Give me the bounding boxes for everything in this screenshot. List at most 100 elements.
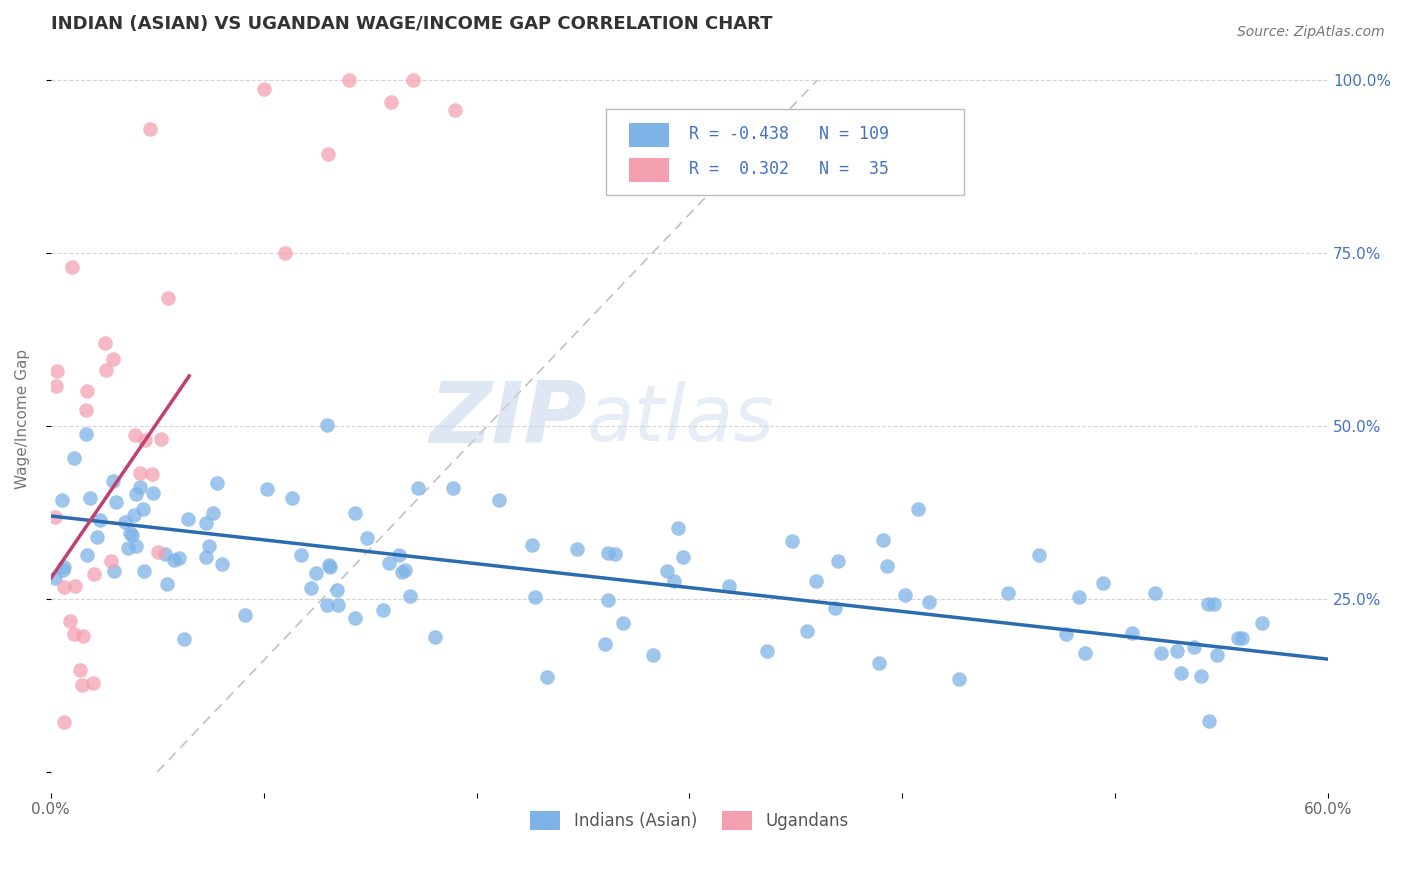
Point [318, 558, 340, 572]
FancyBboxPatch shape [606, 109, 965, 195]
Point [666, 521, 689, 535]
Point [63, 626, 86, 640]
Point [46, 364, 69, 378]
Point [1150, 646, 1173, 660]
Point [211, 557, 233, 571]
Point [82, 676, 104, 690]
Point [148, 544, 170, 558]
Point [121, 527, 143, 541]
Point [128, 466, 150, 480]
Point [316, 598, 339, 612]
Point [876, 558, 898, 573]
Legend: Indians (Asian), Ugandans: Indians (Asian), Ugandans [523, 804, 855, 837]
Point [131, 502, 153, 516]
Point [391, 566, 413, 580]
Point [643, 648, 665, 663]
Point [299, 582, 322, 596]
Text: atlas: atlas [588, 381, 775, 458]
Point [52, 560, 75, 574]
Point [142, 486, 165, 500]
Point [1166, 643, 1188, 657]
Point [150, 432, 173, 446]
Point [1251, 616, 1274, 631]
Point [114, 515, 136, 529]
Point [72, 629, 94, 643]
Point [69, 663, 91, 677]
Point [523, 590, 546, 604]
Point [173, 632, 195, 646]
Point [425, 630, 447, 644]
Point [343, 611, 366, 625]
Point [378, 556, 401, 570]
Point [177, 512, 200, 526]
Point [60, 260, 83, 274]
Point [918, 595, 941, 609]
Point [153, 547, 176, 561]
Point [51, 493, 73, 508]
Text: ZIP: ZIP [430, 377, 588, 460]
Point [657, 564, 679, 578]
Point [139, 121, 162, 136]
Point [207, 475, 229, 490]
Point [1170, 665, 1192, 680]
Point [44, 571, 66, 585]
Point [194, 516, 217, 531]
Point [86, 530, 108, 544]
Point [101, 352, 124, 367]
Point [326, 583, 349, 598]
Point [76, 548, 98, 562]
Point [488, 493, 510, 508]
Point [129, 480, 152, 494]
Point [603, 547, 626, 561]
Point [155, 576, 177, 591]
Point [1073, 646, 1095, 660]
Point [117, 541, 139, 556]
Point [100, 554, 122, 568]
Point [233, 608, 256, 623]
Point [316, 146, 339, 161]
Point [824, 601, 846, 615]
Point [1206, 648, 1229, 662]
Y-axis label: Wage/Income Gap: Wage/Income Gap [15, 349, 30, 489]
Point [96, 363, 118, 377]
Point [756, 644, 779, 658]
Point [125, 540, 148, 554]
Point [596, 593, 619, 607]
Bar [630, 158, 669, 182]
Point [1232, 631, 1254, 645]
Point [804, 574, 827, 588]
Point [76, 403, 98, 417]
Point [104, 494, 127, 508]
Text: R =  0.302   N =  35: R = 0.302 N = 35 [689, 160, 889, 178]
Point [796, 624, 818, 638]
Point [75, 427, 97, 442]
Point [45, 379, 67, 393]
Point [399, 589, 422, 603]
Point [124, 428, 146, 442]
Point [1121, 626, 1143, 640]
Point [65, 579, 87, 593]
Point [1226, 632, 1249, 646]
Point [782, 534, 804, 549]
Point [1054, 627, 1077, 641]
Point [598, 546, 620, 560]
Point [83, 567, 105, 582]
Point [672, 549, 695, 564]
Point [1189, 669, 1212, 683]
Point [62, 450, 84, 465]
Point [70, 678, 93, 692]
Point [894, 588, 917, 602]
Point [280, 491, 302, 506]
Point [141, 467, 163, 481]
Point [52, 580, 75, 594]
Point [328, 598, 350, 612]
Point [441, 481, 464, 495]
Point [868, 656, 890, 670]
Point [290, 548, 312, 562]
Point [319, 560, 342, 574]
Point [103, 564, 125, 578]
Point [388, 548, 411, 562]
Text: R = -0.438   N = 109: R = -0.438 N = 109 [689, 125, 889, 143]
Point [1182, 640, 1205, 654]
Point [201, 506, 224, 520]
